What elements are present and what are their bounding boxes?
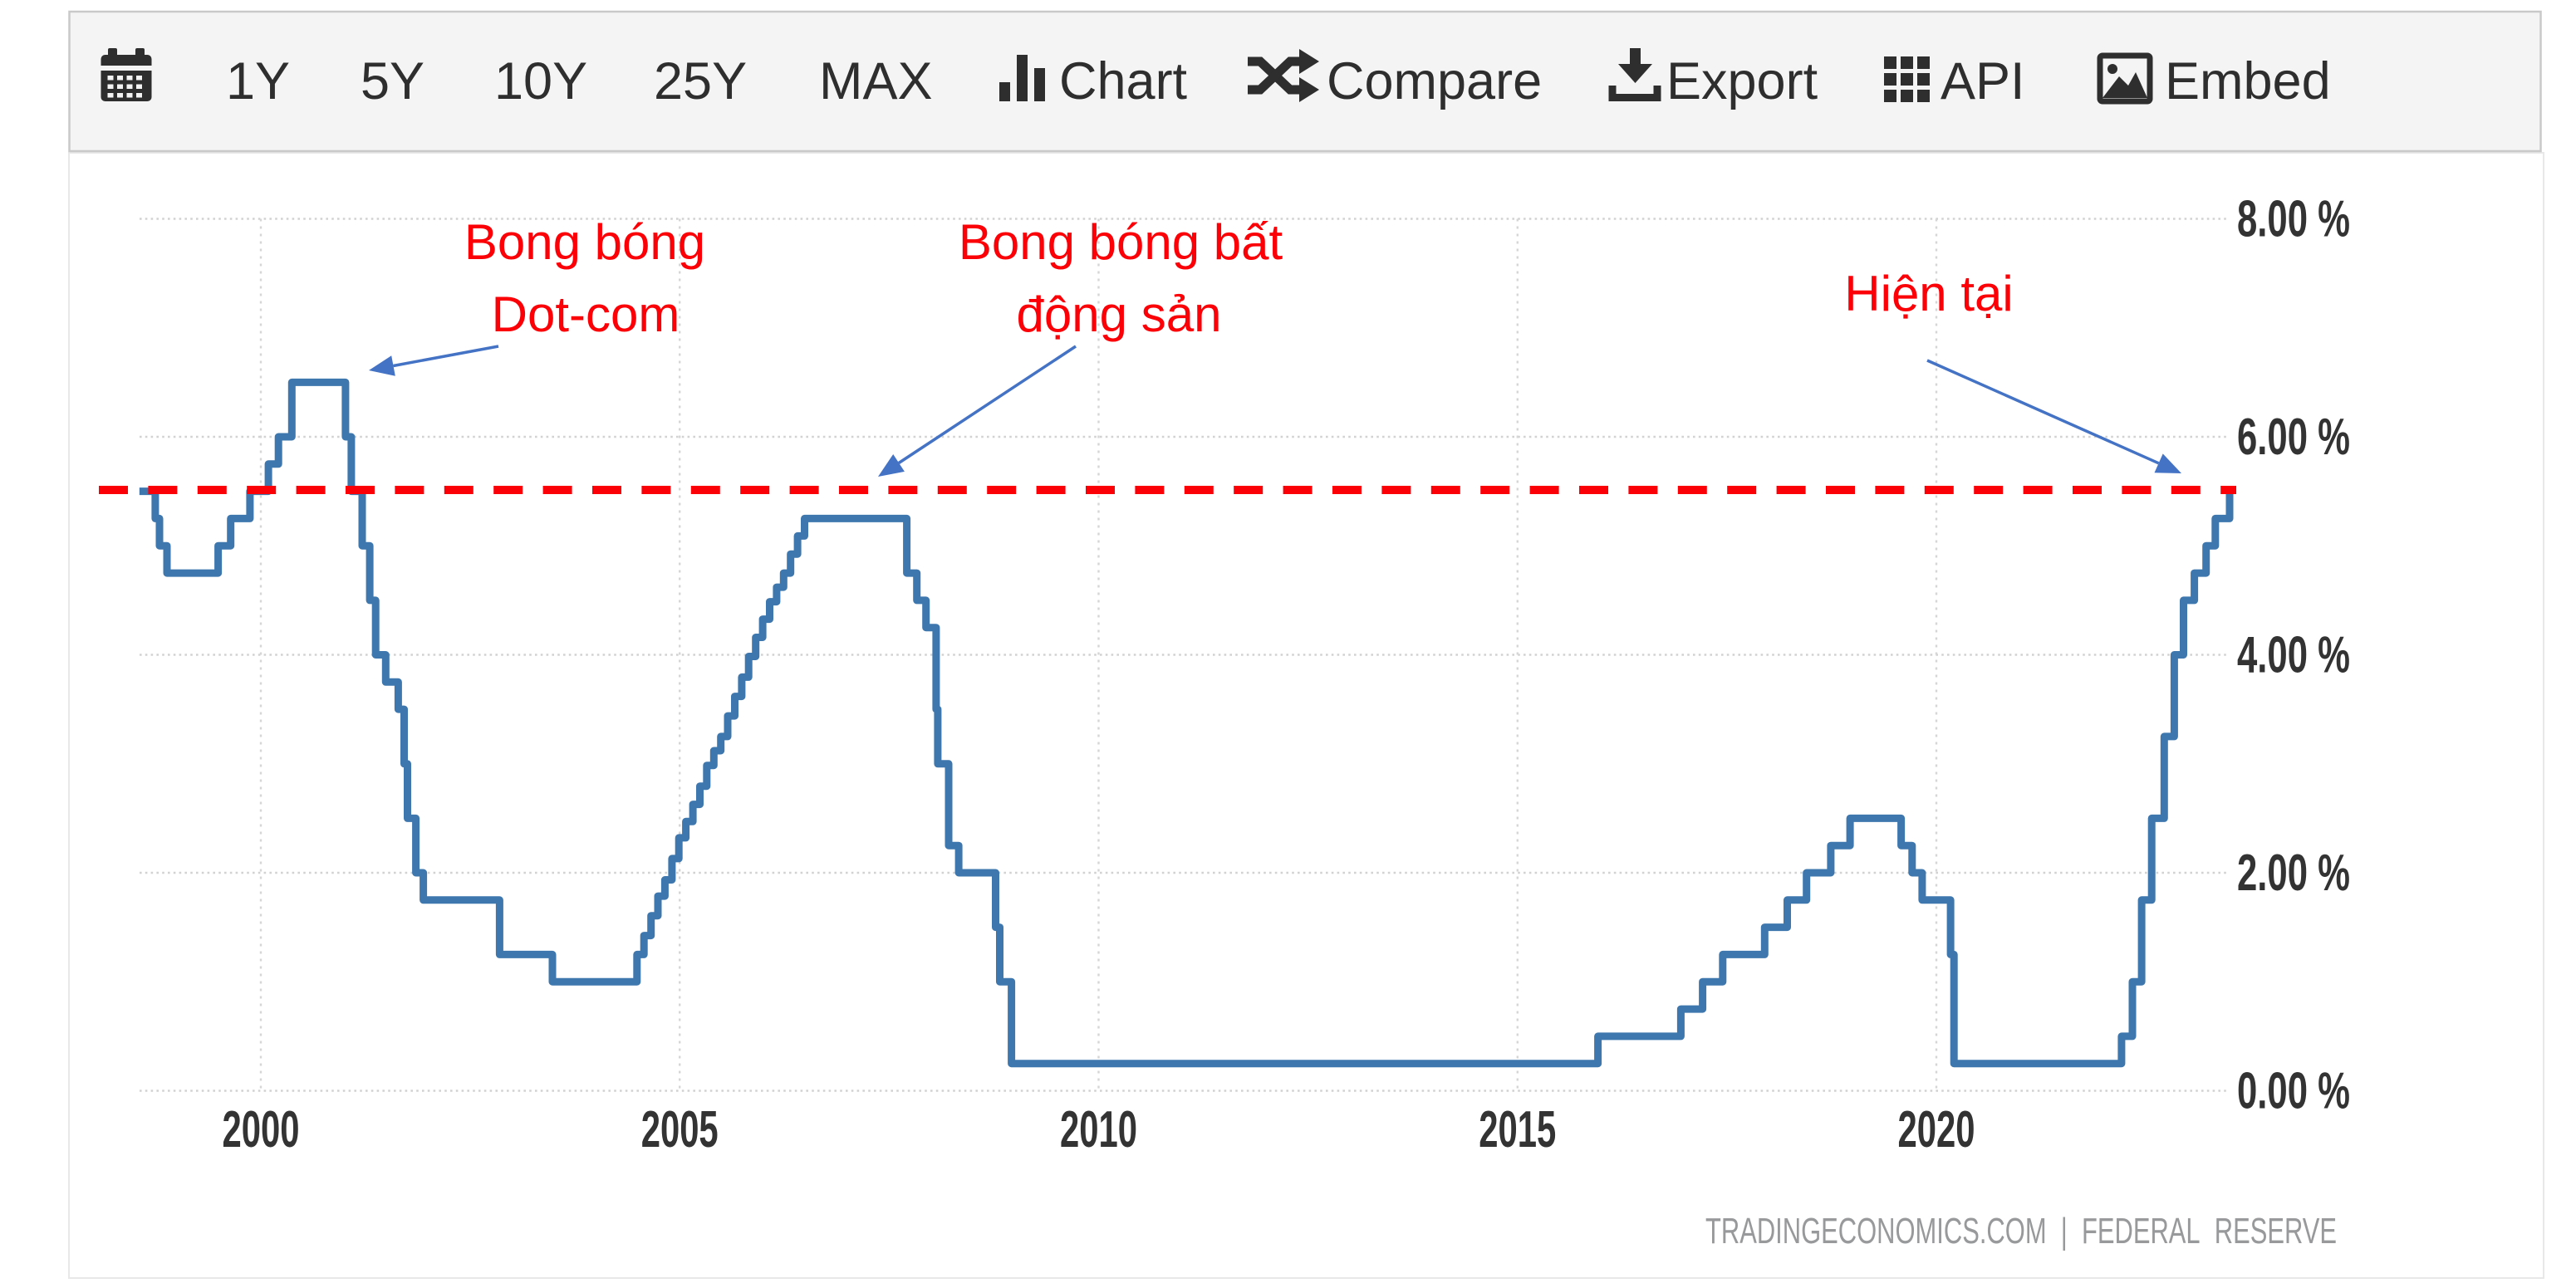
svg-text:động sản: động sản <box>1017 286 1222 342</box>
svg-text:2.00 %: 2.00 % <box>2237 845 2350 902</box>
svg-text:10Y: 10Y <box>494 52 587 110</box>
svg-text:Bong bóng: Bong bóng <box>464 214 705 270</box>
svg-text:4.00 %: 4.00 % <box>2237 627 2350 684</box>
svg-text:1Y: 1Y <box>226 52 290 110</box>
svg-text:2020: 2020 <box>1898 1101 1975 1158</box>
svg-text:Hiện tại: Hiện tại <box>1844 266 2013 321</box>
svg-text:Chart: Chart <box>1059 52 1188 110</box>
svg-text:TRADINGECONOMICS.COM | FEDER: TRADINGECONOMICS.COM | FEDERAL RESERVE <box>1705 1211 2337 1251</box>
svg-text:8.00 %: 8.00 % <box>2237 191 2350 248</box>
svg-text:Export: Export <box>1666 52 1818 110</box>
svg-text:0.00 %: 0.00 % <box>2237 1063 2350 1120</box>
svg-text:Compare: Compare <box>1327 52 1542 110</box>
svg-text:25Y: 25Y <box>654 52 747 110</box>
svg-text:API: API <box>1941 52 2025 110</box>
svg-text:5Y: 5Y <box>361 52 424 110</box>
svg-text:Dot-com: Dot-com <box>492 286 680 342</box>
svg-text:MAX: MAX <box>819 52 933 110</box>
svg-text:Bong bóng bất: Bong bóng bất <box>959 214 1283 270</box>
svg-text:2010: 2010 <box>1060 1101 1137 1158</box>
svg-text:2005: 2005 <box>641 1101 719 1158</box>
svg-text:2015: 2015 <box>1479 1101 1556 1158</box>
svg-text:2000: 2000 <box>223 1101 300 1158</box>
svg-text:Embed: Embed <box>2165 52 2331 110</box>
svg-text:6.00 %: 6.00 % <box>2237 409 2350 466</box>
